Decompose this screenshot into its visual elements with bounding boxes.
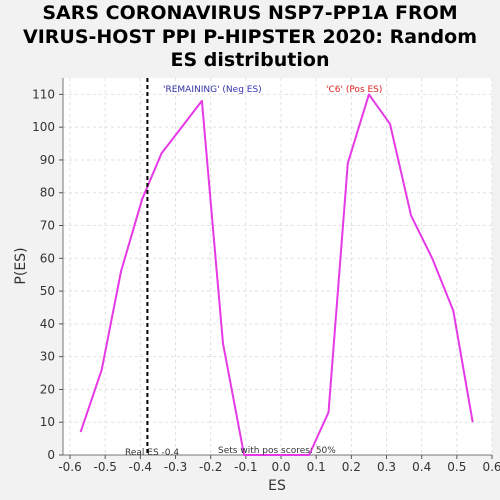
y-tick-label: 110 (32, 87, 55, 101)
y-tick-label: 60 (40, 251, 55, 265)
y-tick-label: 20 (40, 382, 55, 396)
x-tick-label: 0.5 (447, 460, 466, 474)
y-tick-label: 70 (40, 219, 55, 233)
real-es-label: Real ES -0.4 (125, 448, 179, 458)
sets-pos-label: Sets with pos scores: 50% (218, 446, 336, 456)
x-tick-label: -0.4 (129, 460, 152, 474)
x-tick-label: -0.6 (58, 460, 81, 474)
y-tick-label: 90 (40, 153, 55, 167)
neg-es-label: 'REMAINING' (Neg ES) (163, 85, 262, 95)
chart-title-line: ES distribution (170, 49, 330, 71)
y-axis-label: P(ES) (13, 247, 29, 284)
x-tick-label: 0.2 (342, 460, 361, 474)
y-tick-label: 10 (40, 415, 55, 429)
y-tick-label: 40 (40, 317, 55, 331)
pos-es-label: 'C6' (Pos ES) (326, 85, 382, 95)
x-axis-label: ES (268, 478, 286, 494)
series-line-0 (79, 93, 474, 456)
grid (63, 78, 493, 456)
y-tick-label: 100 (32, 120, 55, 134)
x-tick-label: -0.2 (199, 460, 222, 474)
x-tick-label: 0.1 (307, 460, 326, 474)
chart-title-line: SARS CORONAVIRUS NSP7-PP1A FROM (42, 2, 458, 24)
chart-title-line: VIRUS-HOST PPI P-HIPSTER 2020: Random (22, 25, 477, 48)
x-tick-label: -0.3 (164, 460, 187, 474)
y-tick-label: 50 (40, 284, 55, 298)
x-axis-ticks: -0.6 -0.5 -0.4 -0.3 -0.2 -0.1 0.0 0.1 0.2 0.3 0.4 0… (58, 455, 500, 474)
x-tick-label: -0.1 (234, 460, 257, 474)
x-tick-label: 0.0 (271, 460, 290, 474)
x-tick-label: 0.3 (377, 460, 396, 474)
y-tick-label: 0 (47, 448, 55, 462)
plot-area (63, 78, 492, 455)
x-tick-label: 0.4 (412, 460, 431, 474)
series-layer (79, 93, 474, 456)
x-tick-label: -0.5 (93, 460, 116, 474)
x-tick-label: 0.6 (482, 460, 500, 474)
y-tick-label: 30 (40, 350, 55, 364)
y-tick-label: 80 (40, 186, 55, 200)
y-axis-ticks: 0 10 20 30 40 50 60 70 80 90 100 110 (32, 87, 63, 462)
chart-title: SARS CORONAVIRUS NSP7-PP1A FROM VIRUS-HOS… (0, 2, 500, 73)
